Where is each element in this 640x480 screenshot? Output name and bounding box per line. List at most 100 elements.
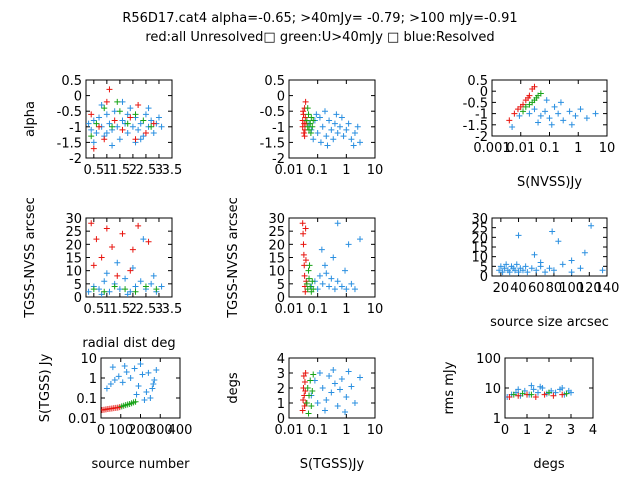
y-tick-label: -2	[272, 152, 285, 167]
scatter-point-green	[101, 105, 108, 112]
scatter-point-blue	[559, 261, 566, 268]
scatter-point-blue	[513, 261, 520, 268]
data-points	[101, 361, 160, 414]
scatter-point-red	[559, 391, 566, 398]
x-tick-label: 2.5	[136, 302, 157, 317]
scatter-point-green	[522, 103, 529, 110]
scatter-point-green	[305, 267, 312, 274]
scatter-point-green	[307, 377, 314, 384]
scatter-point-blue	[150, 272, 157, 279]
scatter-point-red	[132, 136, 139, 143]
scatter-point-blue	[503, 261, 510, 268]
scatter-point-blue	[132, 283, 139, 290]
scatter-point-blue	[342, 409, 349, 415]
scatter-point-blue	[137, 120, 144, 127]
scatter-point-green	[520, 108, 527, 115]
scatter-point-blue	[314, 400, 321, 406]
scatter-point-green	[116, 108, 123, 115]
x-tick-label: 0.1	[307, 302, 328, 317]
x-tick-label: 3	[155, 302, 163, 317]
x-tick-label: 3	[155, 163, 163, 178]
x-tick-label: 2	[545, 423, 553, 438]
x-tick-label: 1	[342, 423, 350, 438]
x-tick-label: 1	[523, 423, 531, 438]
scatter-point-blue	[150, 130, 157, 137]
y-tick-label: 3	[277, 367, 285, 382]
figure-title-line1: R56D17.cat4 alpha=-0.65; >40mJy= -0.79; …	[122, 11, 517, 26]
scatter-point-blue	[319, 123, 326, 130]
scatter-point-blue	[107, 381, 114, 388]
scatter-point-blue	[351, 286, 358, 293]
scatter-point-blue	[338, 376, 345, 382]
x-tick-label: 0	[501, 423, 509, 438]
scatter-point-red	[302, 114, 309, 121]
scatter-point-green	[304, 105, 311, 112]
x-tick-label: 4	[589, 423, 597, 438]
scatter-point-blue	[116, 286, 123, 293]
scatter-point-red	[301, 262, 308, 269]
scatter-point-green	[546, 389, 552, 396]
scatter-point-blue	[103, 130, 110, 137]
scatter-point-blue	[319, 385, 326, 391]
scatter-point-blue	[142, 111, 149, 118]
scatter-point-blue	[324, 142, 331, 149]
scatter-point-blue	[103, 270, 110, 277]
scatter-point-blue	[345, 368, 352, 375]
scatter-point-blue	[321, 108, 328, 115]
x-axis-label: radial dist deg	[82, 336, 175, 351]
scatter-point-blue	[357, 236, 364, 243]
scatter-point-blue	[326, 373, 333, 379]
scatter-point-blue	[542, 269, 549, 276]
scatter-point-blue	[149, 385, 156, 392]
scatter-point-blue	[316, 370, 323, 376]
scatter-point-blue	[124, 111, 131, 118]
y-axis-label: degs	[226, 372, 241, 404]
y-tick-label: -0.5	[260, 105, 285, 120]
y-tick-label: 0	[277, 90, 285, 105]
scatter-point-blue	[334, 220, 341, 227]
scatter-point-blue	[549, 228, 556, 235]
x-tick-label: 10	[367, 423, 384, 438]
scatter-point-blue	[338, 283, 345, 290]
scatter-point-blue	[343, 394, 350, 400]
data-points	[299, 367, 364, 417]
scatter-point-red	[90, 262, 97, 269]
scatter-point-green	[132, 288, 139, 295]
scatter-point-blue	[583, 115, 590, 122]
scatter-point-blue	[323, 133, 330, 140]
scatter-point-blue	[90, 117, 97, 124]
x-tick-label: 10	[367, 163, 384, 178]
scatter-point-blue	[101, 278, 108, 285]
y-tick-label: -2	[69, 152, 82, 167]
scatter-point-blue	[537, 383, 544, 390]
scatter-point-blue	[559, 385, 566, 391]
scatter-point-blue	[114, 259, 121, 266]
x-tick-label: 1	[342, 302, 350, 317]
scatter-point-blue	[334, 278, 341, 285]
scatter-point-green	[148, 123, 155, 130]
y-tick-label: 5	[277, 278, 285, 293]
y-tick-label: 15	[65, 252, 82, 267]
scatter-point-blue	[123, 368, 130, 375]
scatter-point-blue	[153, 367, 160, 374]
x-tick-label: 400	[168, 423, 193, 438]
scatter-point-blue	[137, 136, 144, 143]
x-axis-label: degs	[533, 457, 565, 472]
y-tick-label: 15	[268, 252, 285, 267]
scatter-point-green	[90, 286, 97, 293]
data-points	[299, 220, 364, 295]
scatter-point-blue	[533, 267, 540, 274]
scatter-point-blue	[122, 275, 129, 282]
y-tick-label: 0.5	[467, 74, 488, 89]
data-points	[506, 83, 599, 131]
scatter-point-blue	[577, 106, 584, 113]
scatter-point-red	[127, 114, 134, 121]
scatter-point-red	[301, 133, 308, 140]
scatter-point-blue	[528, 265, 535, 272]
x-tick-label: 0.5	[83, 302, 104, 317]
scatter-point-blue	[145, 105, 152, 112]
scatter-point-blue	[336, 386, 343, 393]
x-tick-label: 0.1	[307, 423, 328, 438]
scatter-point-green	[310, 117, 317, 124]
